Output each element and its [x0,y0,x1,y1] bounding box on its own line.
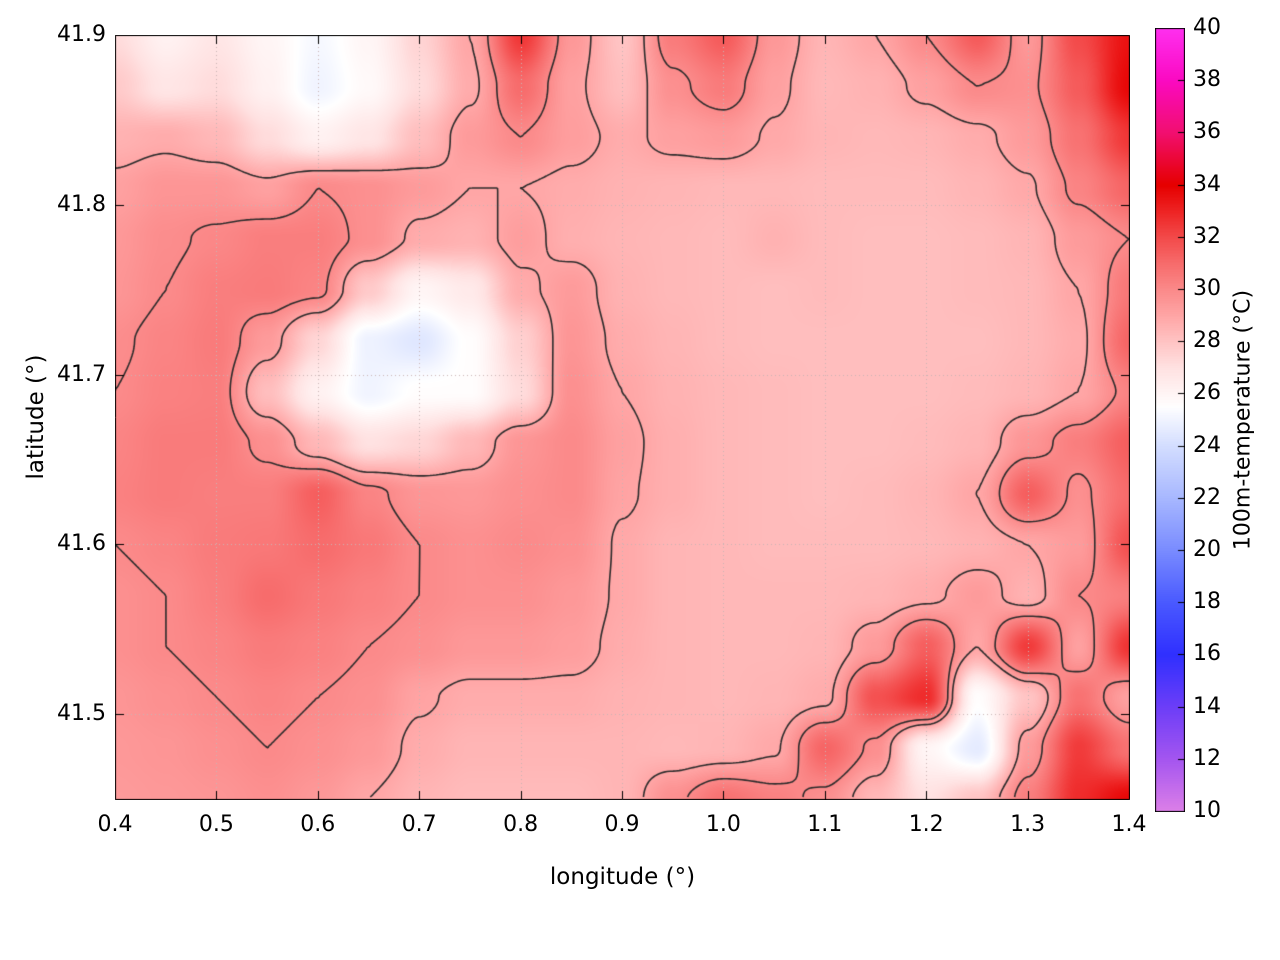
y-tick-label: 41.7 [57,361,106,387]
colorbar-canvas [1155,28,1185,812]
x-tick-label: 0.4 [97,812,133,837]
x-tick-label: 0.9 [604,812,640,837]
colorbar-tick-label: 38 [1193,67,1221,93]
colorbar-tick-label: 36 [1193,119,1221,145]
colorbar-tick-label: 12 [1193,745,1221,771]
colorbar-tick-label: 28 [1193,328,1221,354]
colorbar-tick-label: 30 [1193,276,1221,301]
colorbar-tick-label: 26 [1193,380,1221,406]
colorbar-tick-label: 10 [1193,798,1221,823]
y-tick-label: 41.6 [57,531,106,557]
x-tick-label: 1.3 [1010,812,1046,837]
colorbar-tick-label: 14 [1193,693,1221,719]
colorbar-tick-label: 18 [1193,589,1221,615]
y-tick-label: 41.9 [57,22,106,47]
x-tick-label: 0.7 [401,812,437,837]
colorbar-tick-label: 34 [1193,171,1221,197]
colorbar-tick-label: 22 [1193,484,1221,510]
x-tick-label: 1.4 [1111,812,1147,837]
y-tick-label: 41.5 [57,701,106,727]
x-tick-label: 1.0 [705,812,741,837]
colorbar-tick-label: 24 [1193,432,1221,458]
x-tick-label: 0.8 [503,812,539,837]
colorbar-tick-label: 16 [1193,641,1221,667]
x-tick-label: 0.6 [300,812,336,837]
x-tick-label: 1.1 [807,812,843,837]
y-tick-label: 41.8 [57,191,106,217]
heatmap-plot-canvas [115,35,1130,800]
x-tick-label: 0.5 [198,812,234,837]
colorbar-label: 100m-temperature (°C) [1230,289,1256,551]
colorbar-tick-label: 20 [1193,537,1221,562]
x-tick-label: 1.2 [908,812,944,837]
x-axis-label: longitude (°) [549,864,696,890]
colorbar-tick-label: 40 [1193,15,1221,40]
colorbar-tick-label: 32 [1193,223,1221,249]
